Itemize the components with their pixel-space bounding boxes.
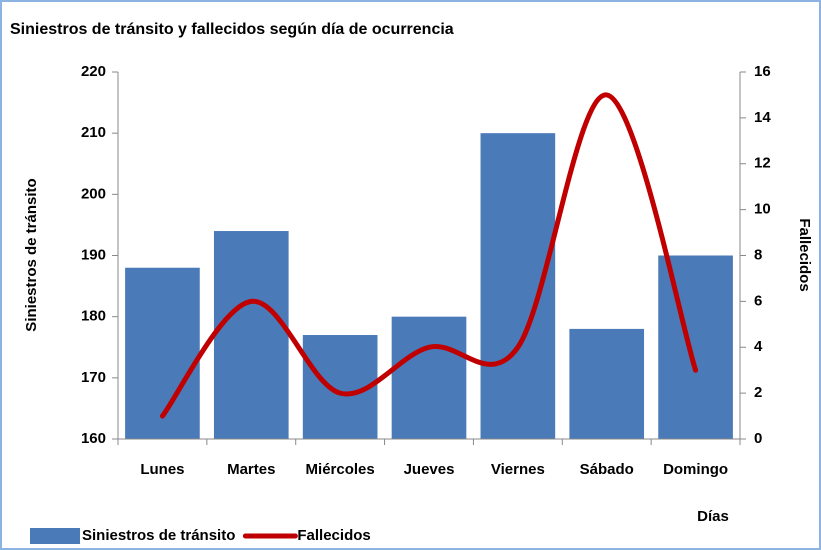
x-tick-label: Miércoles — [306, 461, 375, 478]
x-tick-label: Jueves — [404, 461, 455, 478]
y2-tick-label: 8 — [754, 246, 762, 263]
x-tick-label: Lunes — [140, 461, 184, 478]
chart-title: Siniestros de tránsito y fallecidos segú… — [10, 21, 454, 38]
x-tick-label: Sábado — [580, 461, 634, 478]
legend-label: Fallecidos — [297, 527, 370, 544]
legend-swatch — [30, 528, 80, 544]
y2-tick-label: 2 — [754, 384, 762, 401]
y2-tick-label: 16 — [754, 63, 771, 80]
x-tick-label: Viernes — [491, 461, 545, 478]
y2-tick-label: 0 — [754, 430, 762, 447]
y-tick-label: 220 — [81, 63, 106, 80]
bar — [480, 133, 556, 439]
bar — [125, 267, 200, 439]
y2-tick-label: 14 — [754, 109, 771, 126]
legend-label: Siniestros de tránsito — [82, 527, 235, 544]
y-tick-label: 180 — [81, 308, 106, 325]
y-tick-label: 170 — [81, 369, 106, 386]
bar — [569, 328, 645, 439]
y2-tick-label: 12 — [754, 155, 771, 172]
bar — [213, 231, 289, 439]
y-tick-label: 210 — [81, 124, 106, 141]
x-tick-label: Domingo — [663, 461, 728, 478]
x-axis-label: Días — [697, 508, 729, 525]
y-tick-label: 200 — [81, 185, 106, 202]
y-tick-label: 190 — [81, 246, 106, 263]
y-axis-label: Siniestros de tránsito — [23, 178, 40, 331]
y2-tick-label: 10 — [754, 201, 771, 218]
bar — [658, 255, 733, 439]
y2-axis-label: Fallecidos — [796, 218, 813, 291]
x-tick-label: Martes — [227, 461, 275, 478]
y2-tick-label: 6 — [754, 292, 762, 309]
bar — [391, 316, 467, 439]
line — [159, 92, 699, 419]
y-tick-label: 160 — [81, 430, 106, 447]
y2-tick-label: 4 — [754, 338, 763, 355]
